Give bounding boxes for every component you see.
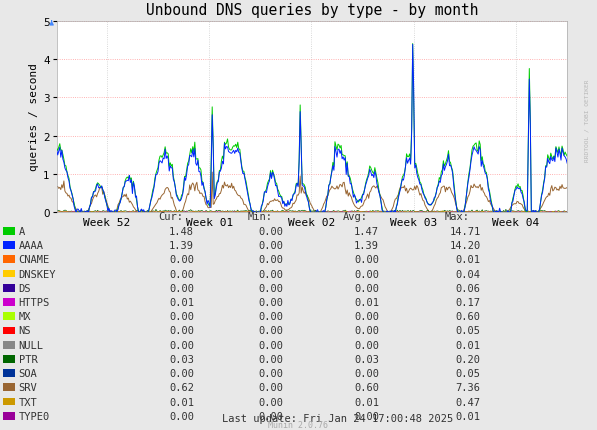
Text: Avg:: Avg: [343,211,368,221]
Text: 0.00: 0.00 [169,340,194,350]
Text: SOA: SOA [19,368,37,378]
Text: DNSKEY: DNSKEY [19,269,56,279]
Text: 0.00: 0.00 [259,255,284,265]
Text: MX: MX [19,311,31,322]
Text: 0.00: 0.00 [354,283,379,293]
Text: 14.20: 14.20 [450,240,481,251]
Text: 0.00: 0.00 [259,354,284,364]
Text: 0.01: 0.01 [354,396,379,407]
Text: 1.39: 1.39 [169,240,194,251]
Text: 1.48: 1.48 [169,226,194,237]
Text: 0.00: 0.00 [354,340,379,350]
Text: HTTPS: HTTPS [19,297,50,307]
Text: 0.01: 0.01 [169,297,194,307]
Text: 0.00: 0.00 [354,368,379,378]
Text: Last update: Fri Jan 24 17:00:48 2025: Last update: Fri Jan 24 17:00:48 2025 [221,412,453,423]
Text: 0.00: 0.00 [354,311,379,322]
Text: 0.47: 0.47 [456,396,481,407]
Text: 0.00: 0.00 [259,368,284,378]
Text: 0.17: 0.17 [456,297,481,307]
Text: 0.00: 0.00 [169,326,194,336]
Text: 0.01: 0.01 [456,255,481,265]
Text: 0.60: 0.60 [354,382,379,393]
Text: Min:: Min: [248,211,273,221]
Text: 0.05: 0.05 [456,368,481,378]
Text: 0.00: 0.00 [259,226,284,237]
Text: 0.04: 0.04 [456,269,481,279]
Text: 0.01: 0.01 [456,340,481,350]
Text: 0.00: 0.00 [259,382,284,393]
Text: 0.00: 0.00 [259,269,284,279]
Text: Munin 2.0.76: Munin 2.0.76 [269,420,328,429]
Text: TXT: TXT [19,396,37,407]
Text: CNAME: CNAME [19,255,50,265]
Y-axis label: queries / second: queries / second [29,63,39,171]
Text: 0.06: 0.06 [456,283,481,293]
Text: 0.00: 0.00 [259,396,284,407]
Text: 0.00: 0.00 [169,255,194,265]
Text: 0.00: 0.00 [169,311,194,322]
Title: Unbound DNS queries by type - by month: Unbound DNS queries by type - by month [146,3,478,18]
Text: 0.00: 0.00 [169,368,194,378]
Text: 0.01: 0.01 [456,411,481,421]
Text: 0.00: 0.00 [169,411,194,421]
Text: NULL: NULL [19,340,44,350]
Text: 0.00: 0.00 [259,283,284,293]
Text: 0.00: 0.00 [169,269,194,279]
Text: RRDTOOL / TOBI OETIKER: RRDTOOL / TOBI OETIKER [584,79,589,162]
Text: 0.03: 0.03 [354,354,379,364]
Text: A: A [19,226,24,237]
Text: 0.20: 0.20 [456,354,481,364]
Text: SRV: SRV [19,382,37,393]
Text: 0.00: 0.00 [259,411,284,421]
Text: 0.00: 0.00 [354,269,379,279]
Text: 0.00: 0.00 [354,255,379,265]
Text: NS: NS [19,326,31,336]
Text: 0.00: 0.00 [354,326,379,336]
Text: AAAA: AAAA [19,240,44,251]
Text: 0.00: 0.00 [354,411,379,421]
Text: 0.01: 0.01 [354,297,379,307]
Text: TYPE0: TYPE0 [19,411,50,421]
Text: 0.00: 0.00 [259,297,284,307]
Text: 7.36: 7.36 [456,382,481,393]
Text: 1.39: 1.39 [354,240,379,251]
Text: 1.47: 1.47 [354,226,379,237]
Text: 0.62: 0.62 [169,382,194,393]
Text: Cur:: Cur: [158,211,183,221]
Text: 0.00: 0.00 [169,283,194,293]
Text: Max:: Max: [445,211,470,221]
Text: 0.60: 0.60 [456,311,481,322]
Text: 0.00: 0.00 [259,326,284,336]
Text: DS: DS [19,283,31,293]
Text: PTR: PTR [19,354,37,364]
Text: 0.00: 0.00 [259,340,284,350]
Text: 0.00: 0.00 [259,240,284,251]
Text: 0.01: 0.01 [169,396,194,407]
Text: 14.71: 14.71 [450,226,481,237]
Text: 0.00: 0.00 [259,311,284,322]
Text: 0.05: 0.05 [456,326,481,336]
Text: 0.03: 0.03 [169,354,194,364]
